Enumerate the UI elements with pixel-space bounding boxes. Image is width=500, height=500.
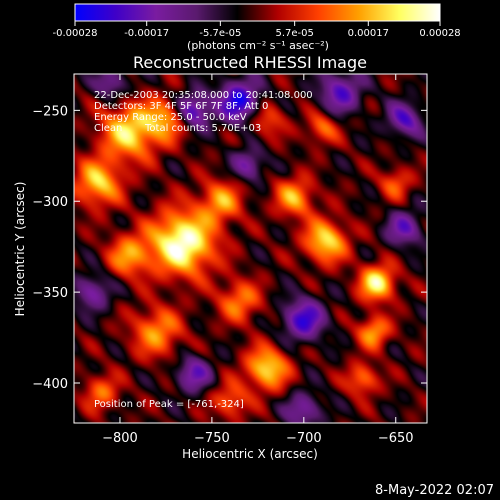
colorbar-ticks	[74, 21, 441, 26]
colorbar-tick-label: -0.00028	[53, 28, 98, 39]
x-tick-label: −650	[378, 431, 414, 446]
annotation-method: Clean	[94, 123, 122, 134]
y-axis-label: Heliocentric Y (arcsec)	[13, 182, 27, 317]
annotation-counts: Total counts: 5.70E+03	[144, 123, 261, 134]
annotation-peak: Position of Peak = [-761,-324]	[94, 399, 244, 410]
x-tick-label: −800	[102, 431, 138, 446]
chart-title: Reconstructed RHESSI Image	[133, 53, 367, 72]
colorbar-tick-label: 0.00017	[348, 28, 389, 39]
y-axis-ticks: −400 −350 −300 −250	[32, 104, 427, 392]
y-tick-label: −300	[32, 195, 68, 210]
heatmap-image	[74, 74, 427, 423]
colorbar-tick-labels: -0.00028 -0.00017 -5.7e-05 5.7e-05 0.00017 0.…	[53, 28, 461, 39]
colorbar-tick-label: 0.00028	[419, 28, 460, 39]
colorbar-units: (photons cm⁻² s⁻¹ asec⁻²)	[187, 39, 329, 52]
annotation-detectors: Detectors: 3F 4F 5F 6F 7F 8F, Att 0	[94, 101, 268, 112]
x-tick-label: −700	[286, 431, 322, 446]
colorbar	[74, 3, 441, 22]
annotation-energy: Energy Range: 25.0 - 50.0 keV	[94, 112, 247, 123]
annotation-time: 22-Dec-2003 20:35:08.000 to 20:41:08.000	[94, 90, 313, 101]
y-tick-label: −400	[32, 377, 68, 392]
heatmap-container	[74, 74, 427, 423]
footer-date: 8-May-2022 02:07	[375, 483, 494, 498]
y-tick-label: −350	[32, 286, 68, 301]
colorbar-tick-label: -0.00017	[124, 28, 169, 39]
x-tick-label: −750	[194, 431, 230, 446]
colorbar-tick-label: 5.7e-05	[275, 28, 313, 39]
y-tick-label: −250	[32, 104, 68, 119]
x-axis-ticks: −800 −750 −700 −650	[102, 74, 414, 446]
colorbar-tick-label: -5.7e-05	[199, 28, 241, 39]
x-axis-label: Heliocentric X (arcsec)	[182, 447, 318, 461]
plot-frame	[73, 73, 428, 424]
